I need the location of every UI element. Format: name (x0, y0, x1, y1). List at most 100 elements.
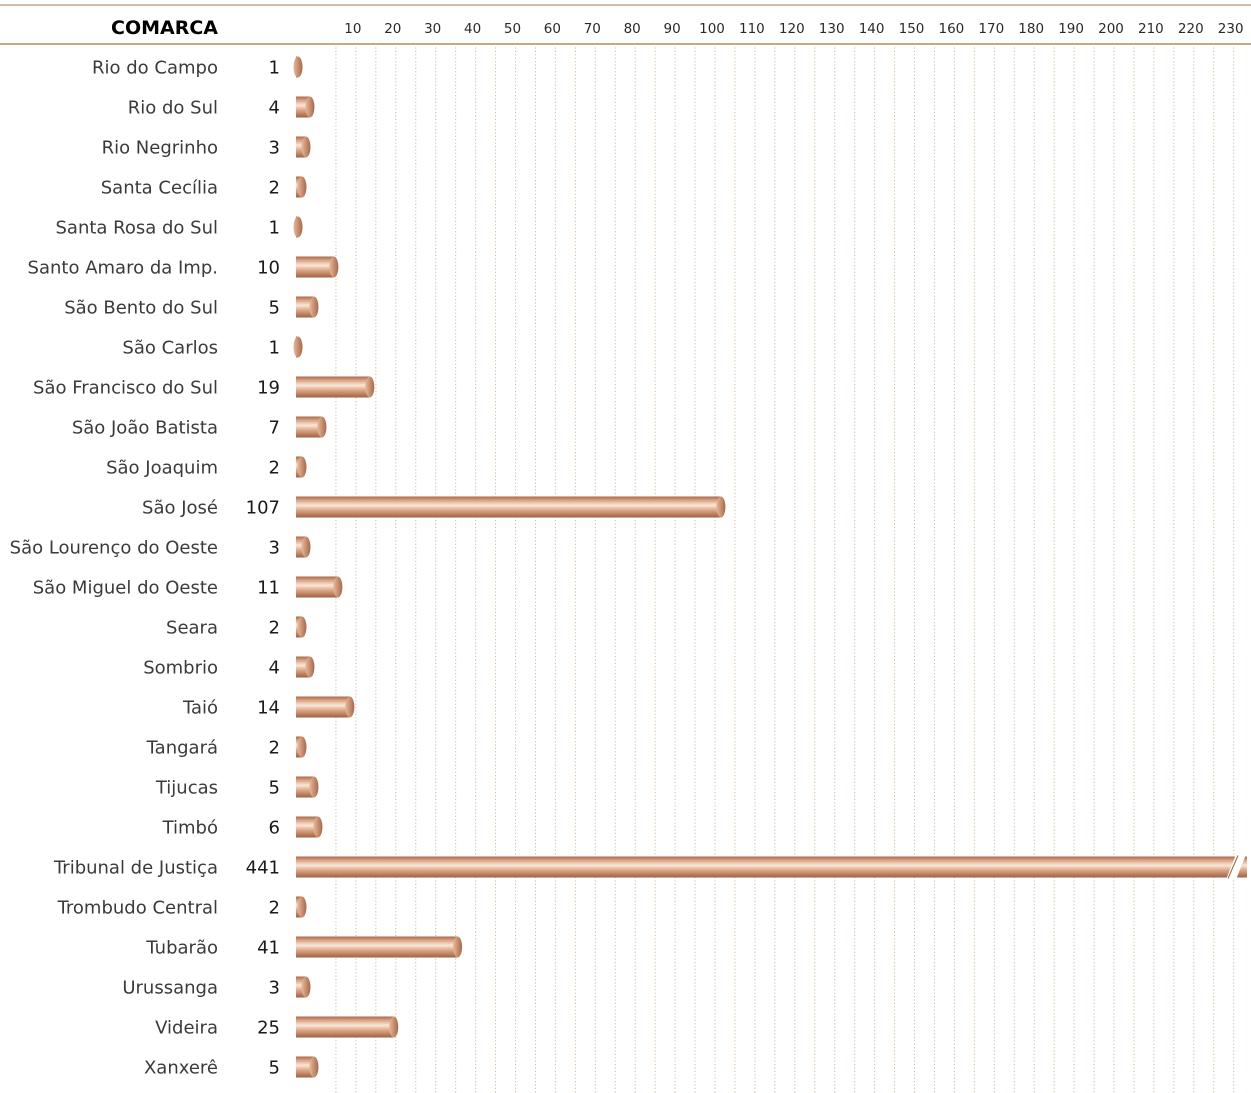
bar-end-cap (329, 256, 339, 278)
x-tick-label: 10 (344, 21, 361, 37)
category-label: São Miguel do Oeste (33, 578, 218, 599)
bar-end-cap (301, 136, 311, 158)
bar (293, 56, 303, 78)
bar-end-cap (309, 776, 319, 798)
x-tick-label: 210 (1138, 21, 1164, 37)
value-label: 5 (269, 1058, 280, 1079)
bar-end-cap (297, 736, 307, 758)
bar-end-cap (716, 496, 726, 518)
bar (296, 656, 315, 678)
bar-body (296, 976, 306, 998)
x-tick-label: 190 (1058, 21, 1084, 37)
category-label: Taió (182, 698, 218, 719)
x-tick-label: 90 (664, 21, 681, 37)
bar-body (296, 536, 306, 558)
category-label: São Lourenço do Oeste (10, 538, 218, 559)
column-header: COMARCA (111, 17, 218, 39)
axis-break-mark (1226, 854, 1246, 880)
bar-body (296, 496, 721, 518)
bar-body (296, 1056, 314, 1078)
bar-body (296, 416, 322, 438)
bar-end-cap (293, 56, 303, 78)
value-label: 1 (269, 58, 280, 79)
bar (296, 1056, 319, 1078)
value-label: 41 (257, 938, 280, 959)
bar-body (296, 296, 314, 318)
value-label: 107 (246, 498, 280, 519)
bar-body (296, 136, 306, 158)
bar-end-cap (317, 416, 327, 438)
category-labels: Rio do Campo Rio do Sul Rio Negrinho Santa … (10, 58, 218, 1079)
value-label: 25 (257, 1018, 280, 1039)
bar (296, 136, 311, 158)
x-tick-label: 40 (464, 21, 481, 37)
category-label: Tangará (146, 738, 218, 759)
category-label: São José (142, 498, 218, 519)
x-tick-label: 100 (699, 21, 725, 37)
bar-end-cap (301, 976, 311, 998)
x-tick-label: 220 (1178, 21, 1204, 37)
category-label: Timbó (162, 818, 218, 839)
category-label: Santa Cecília (101, 178, 218, 199)
value-label: 3 (269, 538, 280, 559)
category-label: São João Batista (72, 418, 218, 439)
value-label: 19 (257, 378, 280, 399)
bar (296, 696, 355, 718)
x-tick-label: 140 (859, 21, 885, 37)
bar (296, 616, 307, 638)
category-label: Tubarão (145, 938, 218, 959)
x-tick-label: 80 (624, 21, 641, 37)
bar (296, 576, 343, 598)
value-label: 1 (269, 218, 280, 239)
value-label: 5 (269, 298, 280, 319)
bar (296, 96, 315, 118)
value-label: 2 (269, 178, 280, 199)
category-label: Seara (166, 618, 218, 639)
x-tick-label: 50 (504, 21, 521, 37)
category-label: São Francisco do Sul (33, 378, 218, 399)
x-tick-label: 70 (584, 21, 601, 37)
value-label: 14 (257, 698, 280, 719)
value-label: 4 (269, 98, 280, 119)
bar (296, 976, 311, 998)
bar (296, 416, 327, 438)
bar-body (296, 256, 334, 278)
bar-body (296, 936, 458, 958)
x-tick-label: 130 (819, 21, 845, 37)
value-label: 5 (269, 778, 280, 799)
category-label: Tribunal de Justiça (53, 858, 218, 879)
bar (296, 854, 1247, 880)
bar-end-cap (297, 456, 307, 478)
value-label: 4 (269, 658, 280, 679)
x-tick-label: 20 (384, 21, 401, 37)
x-tick-label: 170 (978, 21, 1004, 37)
x-tick-label: 60 (544, 21, 561, 37)
value-label: 1 (269, 338, 280, 359)
category-label: Tijucas (155, 778, 218, 799)
bar-body (296, 376, 370, 398)
x-tick-label: 180 (1018, 21, 1044, 37)
bar-end-cap (293, 216, 303, 238)
bar (293, 216, 303, 238)
category-label: Videira (155, 1018, 218, 1039)
bar-end-cap (301, 536, 311, 558)
category-label: São Carlos (122, 338, 218, 359)
value-label: 2 (269, 458, 280, 479)
category-label: Trombudo Central (57, 898, 218, 919)
bar-end-cap (305, 96, 315, 118)
category-label: Santa Rosa do Sul (55, 218, 218, 239)
bar-end-cap (305, 656, 315, 678)
value-label: 6 (269, 818, 280, 839)
value-label: 2 (269, 898, 280, 919)
bar-end-cap (389, 1016, 399, 1038)
bar (296, 736, 307, 758)
grid-lines (335, 44, 1235, 1093)
category-label: Sombrio (143, 658, 218, 679)
bars (293, 56, 1247, 1078)
bar-body (296, 776, 314, 798)
x-tick-labels: 10 20 30 40 50 60 70 80 90 100 110 120 130 140 150 160 1… (344, 21, 1243, 37)
bar-end-cap (365, 376, 375, 398)
bar-body (296, 576, 338, 598)
bar-end-cap (333, 576, 343, 598)
